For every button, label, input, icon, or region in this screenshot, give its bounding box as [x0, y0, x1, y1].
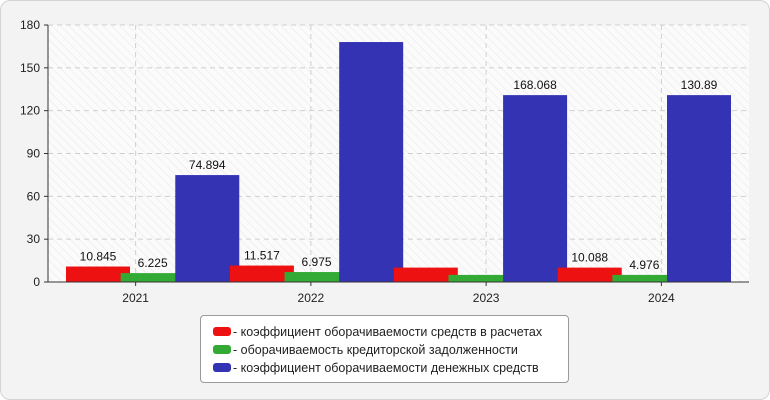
bar-2023-series2 [448, 274, 513, 282]
value-label: 168.068 [513, 78, 557, 92]
value-label: 10.088 [571, 251, 608, 265]
x-tick-label: 2024 [648, 291, 675, 305]
x-tick-label: 2023 [473, 291, 500, 305]
bar-2023-series1 [393, 267, 458, 282]
x-tick-label: 2021 [122, 291, 149, 305]
legend-swatch-series2 [213, 345, 231, 355]
y-tick-label: 150 [20, 61, 40, 75]
y-tick-label: 60 [27, 189, 41, 203]
bars-layer [66, 42, 731, 283]
bar-2024-series2 [612, 274, 677, 282]
value-label: 74.894 [189, 158, 226, 172]
y-tick-label: 30 [27, 232, 41, 246]
bar-2021-series3 [175, 175, 240, 282]
y-tick-label: 0 [33, 275, 40, 289]
value-label: 130.89 [681, 78, 718, 92]
bar-2022-series1 [229, 265, 294, 282]
y-tick-label: 120 [20, 104, 40, 118]
legend-item-series2: - оборачиваемость кредиторской задолженн… [201, 341, 568, 359]
legend-label-series3: - коэффициент оборачиваемости денежных с… [233, 361, 539, 375]
value-label: 6.975 [302, 255, 332, 269]
legend-swatch-series3 [213, 363, 231, 373]
bar-2024-series3 [667, 95, 731, 282]
y-tick-label: 180 [20, 18, 40, 32]
y-tick-label: 90 [27, 147, 41, 161]
legend-label-series2: - оборачиваемость кредиторской задолженн… [233, 343, 518, 357]
bar-2021-series2 [120, 273, 185, 282]
legend-swatch-series1 [213, 327, 231, 337]
value-label: 11.517 [244, 249, 280, 263]
bar-2024-series1 [557, 267, 622, 282]
bar-2022-series3 [339, 42, 404, 283]
legend-item-series3: - коэффициент оборачиваемости денежных с… [201, 359, 568, 377]
legend: - коэффициент оборачиваемости средств в … [200, 315, 569, 383]
grid-lines [48, 24, 749, 282]
legend-item-series1: - коэффициент оборачиваемости средств в … [201, 323, 568, 341]
value-label: 4.976 [629, 258, 659, 272]
axes-layer: 0 30 60 90 120 150 180 2021 2022 2023 2024 [20, 18, 749, 305]
bar-2023-series3 [503, 95, 568, 282]
value-labels-layer: 10.845 6.225 74.894 11.517 6.975 168.068 10.08… [80, 78, 718, 272]
legend-label-series1: - коэффициент оборачиваемости средств в … [233, 325, 543, 339]
value-label: 6.225 [138, 256, 168, 270]
bar-2021-series1 [66, 266, 130, 282]
bar-2022-series2 [284, 272, 349, 282]
x-tick-label: 2022 [298, 291, 325, 305]
value-label: 10.845 [80, 250, 117, 264]
